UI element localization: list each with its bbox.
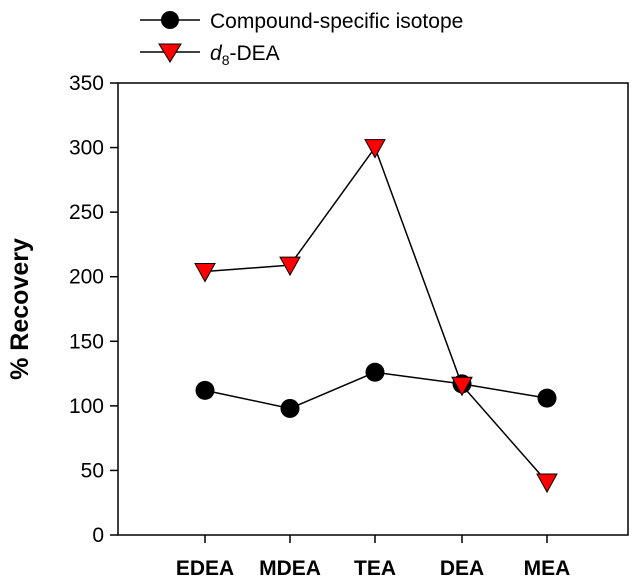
legend-label-series-2-rest: -DEA [229, 42, 279, 65]
x-tick-label: DEA [440, 557, 484, 579]
y-tick-label: 100 [69, 395, 104, 418]
y-axis-ticks: 0 50 100 150 200 250 300 350 [69, 72, 118, 547]
y-tick-label: 0 [92, 524, 104, 547]
y-tick-label: 150 [69, 330, 104, 353]
series-lines [204, 145, 548, 483]
y-tick-label: 250 [69, 201, 104, 224]
series-points [194, 139, 558, 494]
y-tick-label: 200 [69, 266, 104, 289]
series-2-point [194, 263, 216, 283]
y-axis-title: % Recovery [6, 238, 34, 380]
legend-marker-series-2 [158, 43, 182, 63]
y-tick-label: 350 [69, 72, 104, 95]
legend: Compound-specific isotope d8-DEA [140, 10, 463, 68]
series-1-point [537, 388, 557, 408]
legend-label-series-2: d8-DEA [210, 42, 280, 68]
x-tick-label: MEA [524, 557, 571, 579]
y-tick-label: 50 [81, 459, 104, 482]
series-2-point [364, 139, 386, 159]
series-1-point [365, 362, 385, 382]
plot-frame [117, 82, 629, 536]
series-2-point [536, 473, 558, 494]
x-tick-label: EDEA [176, 557, 234, 579]
series-1-point [280, 398, 300, 418]
x-tick-label: TEA [354, 557, 396, 579]
legend-label-series-2-sub: 8 [222, 52, 230, 68]
series-1-point [195, 380, 215, 400]
series-2-line [204, 145, 548, 483]
y-tick-label: 300 [69, 137, 104, 160]
legend-label-series-2-italic: d [210, 42, 223, 65]
series-2-point [279, 256, 301, 277]
x-axis-ticks: EDEA MDEA TEA DEA MEA [176, 535, 571, 579]
legend-label-series-1: Compound-specific isotope [210, 10, 463, 33]
series-2-point [451, 376, 473, 397]
x-tick-label: MDEA [259, 557, 321, 579]
legend-marker-series-1 [161, 11, 179, 29]
